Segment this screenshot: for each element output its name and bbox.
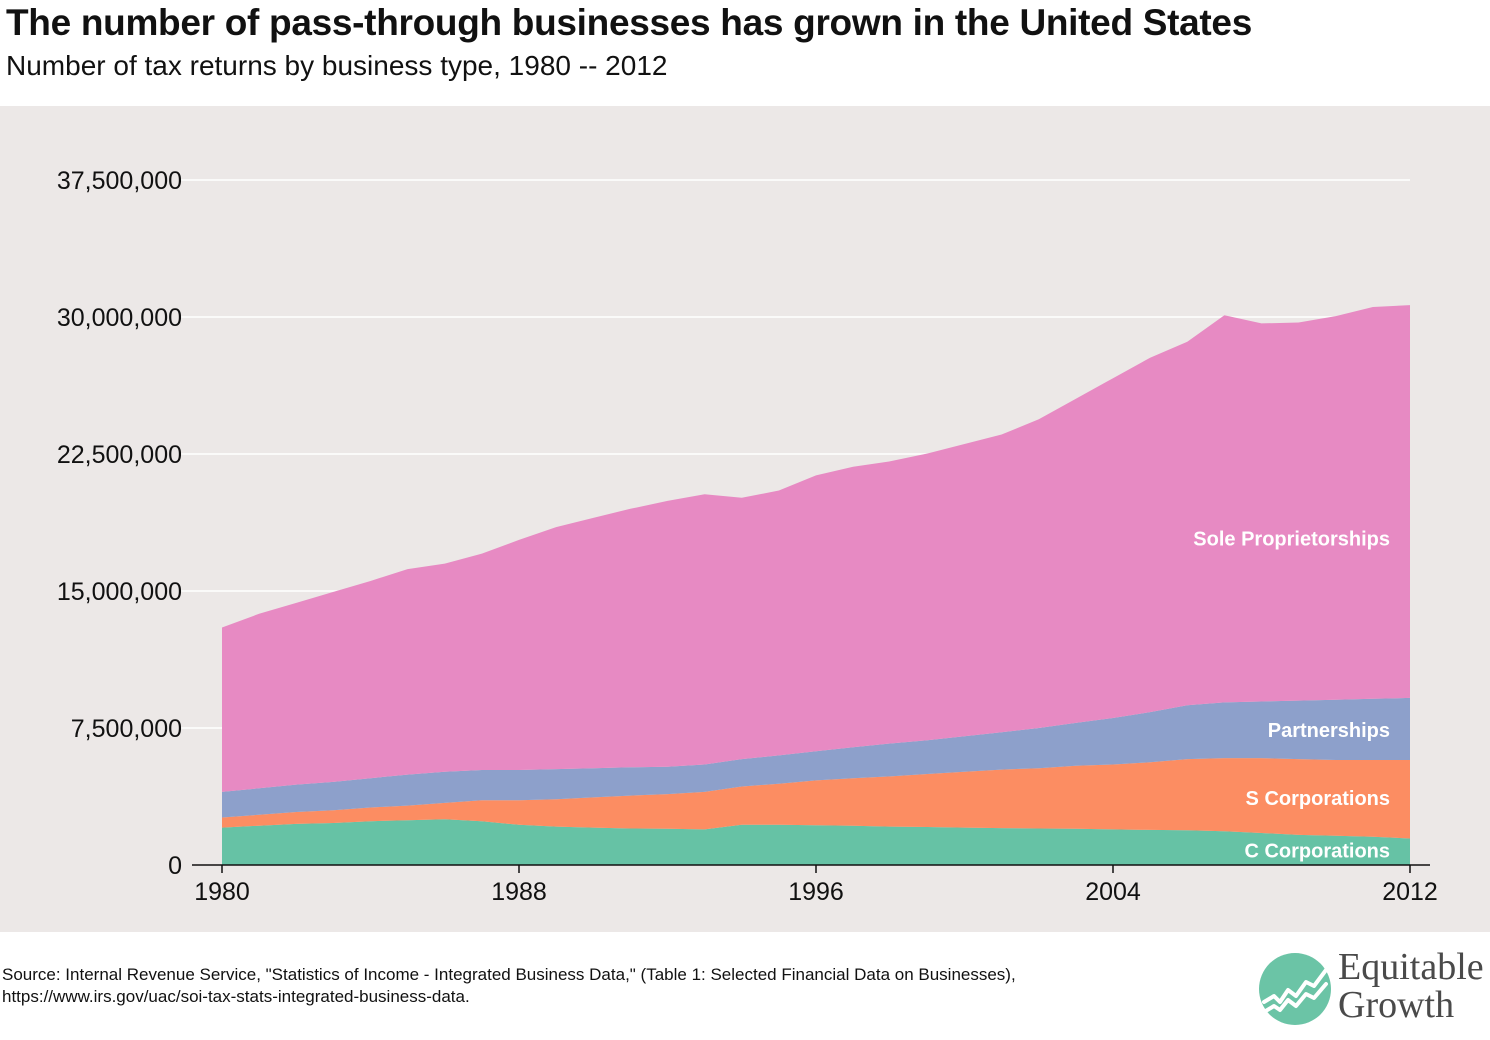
series-label-c-corporations: C Corporations — [1244, 840, 1390, 862]
logo-text-line-2: Growth — [1338, 984, 1455, 1026]
x-tick-label-3: 2004 — [1085, 878, 1141, 906]
source-line-1: Source: Internal Revenue Service, "Stati… — [2, 965, 1016, 984]
y-tick-label-0: 0 — [168, 852, 182, 880]
area-partnerships — [222, 697, 1410, 818]
growth-logo-icon — [1259, 953, 1331, 1025]
x-tick-label-2: 1996 — [788, 878, 844, 906]
logo-text: Equitable Growth — [1338, 948, 1484, 1024]
series-label-s-corporations: S Corporations — [1246, 788, 1390, 810]
y-tick-label-3: 22,500,000 — [57, 441, 182, 469]
source-note: Source: Internal Revenue Service, "Stati… — [2, 964, 1016, 1008]
chart-title: The number of pass-through businesses ha… — [6, 2, 1252, 43]
area-s-corporations — [222, 758, 1410, 839]
x-tick-label-1: 1988 — [491, 878, 547, 906]
stacked-area-chart: C Corporations S Corporations Partnerships… — [57, 167, 1438, 906]
source-line-2: https://www.irs.gov/uac/soi-tax-stats-in… — [2, 987, 470, 1006]
x-tick-label-4: 2012 — [1382, 878, 1438, 906]
x-tick-label-0: 1980 — [194, 878, 250, 906]
equitable-growth-logo: Equitable Growth — [1258, 948, 1486, 1028]
y-tick-label-5: 37,500,000 — [57, 167, 182, 195]
y-tick-label-4: 30,000,000 — [57, 304, 182, 332]
y-tick-label-2: 15,000,000 — [57, 578, 182, 606]
area-c-corporations — [222, 819, 1410, 865]
area-sole-proprietorships — [222, 305, 1410, 792]
chart-subtitle: Number of tax returns by business type, … — [6, 50, 668, 81]
series-label-sole-proprietorships: Sole Proprietorships — [1193, 529, 1390, 551]
series-label-partnerships: Partnerships — [1268, 720, 1390, 742]
logo-text-line-1: Equitable — [1338, 946, 1484, 988]
y-tick-label-1: 7,500,000 — [71, 715, 182, 743]
